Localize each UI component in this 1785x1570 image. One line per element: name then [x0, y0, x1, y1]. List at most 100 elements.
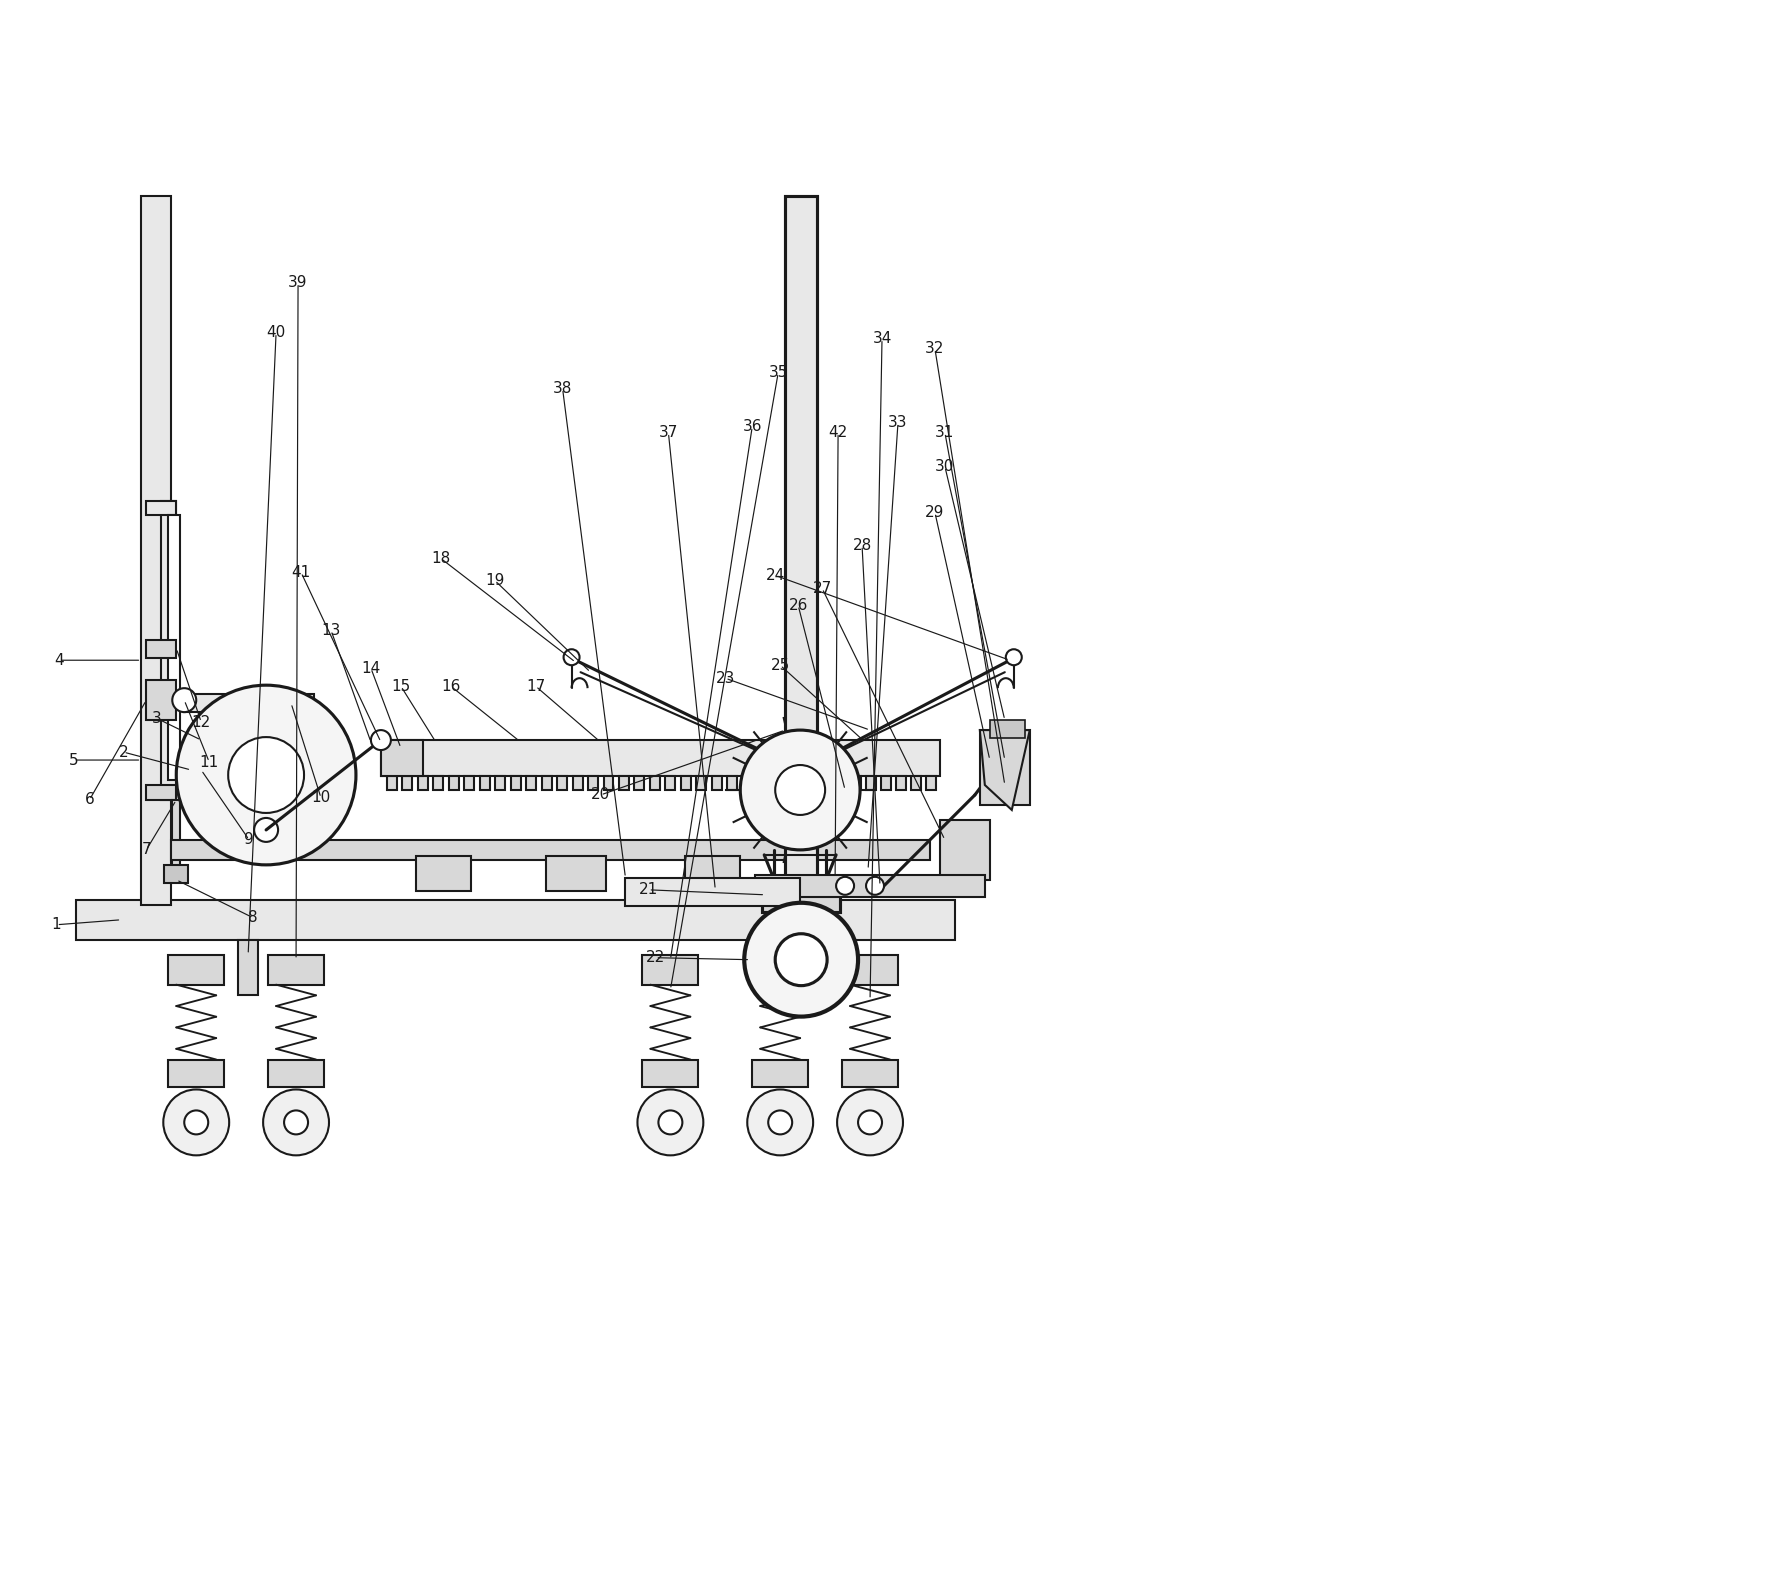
Text: 8: 8: [248, 911, 259, 925]
Text: 6: 6: [84, 793, 95, 807]
Bar: [666, 776, 675, 790]
Bar: [146, 680, 177, 721]
Text: 4: 4: [55, 653, 64, 667]
Text: 20: 20: [591, 788, 610, 802]
Text: 26: 26: [789, 598, 809, 612]
Bar: [587, 776, 598, 790]
Bar: [161, 501, 177, 801]
Bar: [146, 641, 177, 658]
Text: 31: 31: [935, 425, 955, 440]
Bar: [634, 776, 644, 790]
Bar: [416, 856, 471, 890]
Bar: [712, 776, 721, 790]
Text: 18: 18: [432, 551, 450, 565]
Circle shape: [637, 1090, 703, 1156]
Circle shape: [837, 1090, 903, 1156]
Text: 28: 28: [853, 539, 871, 553]
Bar: [843, 1060, 898, 1088]
Bar: [434, 776, 443, 790]
Bar: [494, 776, 505, 790]
Text: 34: 34: [873, 331, 892, 347]
Bar: [751, 955, 809, 984]
Text: 14: 14: [361, 661, 380, 675]
Bar: [843, 955, 898, 984]
Bar: [821, 776, 832, 790]
Bar: [557, 776, 568, 790]
Bar: [643, 955, 698, 984]
Bar: [380, 739, 423, 776]
Text: 7: 7: [141, 843, 152, 857]
Text: 23: 23: [716, 670, 735, 686]
Circle shape: [775, 934, 826, 986]
Bar: [168, 515, 180, 780]
Text: 11: 11: [200, 755, 220, 769]
Text: 3: 3: [152, 711, 161, 725]
Bar: [991, 721, 1025, 738]
Text: 32: 32: [925, 341, 944, 356]
Bar: [941, 820, 991, 879]
Bar: [926, 776, 935, 790]
Text: 39: 39: [289, 275, 307, 290]
Text: 12: 12: [191, 714, 211, 730]
Bar: [980, 730, 1030, 805]
Bar: [184, 694, 314, 713]
Bar: [625, 878, 800, 906]
Bar: [910, 776, 921, 790]
Bar: [759, 776, 768, 790]
Bar: [464, 776, 475, 790]
Bar: [448, 776, 459, 790]
Text: 42: 42: [828, 425, 848, 440]
Text: 33: 33: [889, 414, 909, 430]
Text: 21: 21: [639, 882, 659, 898]
Bar: [511, 776, 521, 790]
Circle shape: [177, 685, 355, 865]
Bar: [755, 874, 985, 896]
Bar: [77, 900, 955, 940]
Circle shape: [564, 650, 580, 666]
Text: 36: 36: [743, 419, 762, 435]
Text: 24: 24: [766, 568, 785, 582]
Text: 38: 38: [553, 382, 573, 396]
Bar: [173, 801, 180, 870]
Circle shape: [866, 876, 884, 895]
Circle shape: [659, 1110, 682, 1135]
Circle shape: [284, 1110, 309, 1135]
Bar: [643, 1060, 698, 1088]
Bar: [168, 955, 225, 984]
Text: 19: 19: [486, 573, 505, 587]
Bar: [751, 1060, 809, 1088]
Bar: [171, 840, 930, 860]
Circle shape: [775, 765, 825, 815]
Bar: [603, 776, 614, 790]
Bar: [680, 776, 691, 790]
Text: 9: 9: [245, 832, 253, 848]
Circle shape: [162, 1090, 228, 1156]
Bar: [541, 776, 552, 790]
Circle shape: [184, 1110, 209, 1135]
Text: 10: 10: [311, 790, 330, 805]
Text: 27: 27: [812, 581, 832, 597]
Bar: [851, 776, 860, 790]
Text: 25: 25: [771, 658, 789, 672]
Bar: [726, 776, 737, 790]
Bar: [882, 776, 891, 790]
Bar: [527, 776, 535, 790]
Text: 5: 5: [68, 752, 79, 768]
Bar: [866, 776, 876, 790]
Circle shape: [253, 818, 278, 842]
Bar: [168, 1060, 225, 1088]
Bar: [402, 776, 412, 790]
Text: 15: 15: [391, 678, 411, 694]
Bar: [387, 776, 396, 790]
Bar: [685, 856, 741, 890]
Bar: [146, 501, 177, 515]
Circle shape: [371, 730, 391, 750]
Bar: [573, 776, 582, 790]
Circle shape: [741, 730, 860, 849]
Bar: [785, 196, 818, 904]
Polygon shape: [980, 730, 1030, 810]
Circle shape: [768, 1110, 793, 1135]
Bar: [141, 196, 171, 904]
Circle shape: [859, 1110, 882, 1135]
Circle shape: [835, 876, 853, 895]
